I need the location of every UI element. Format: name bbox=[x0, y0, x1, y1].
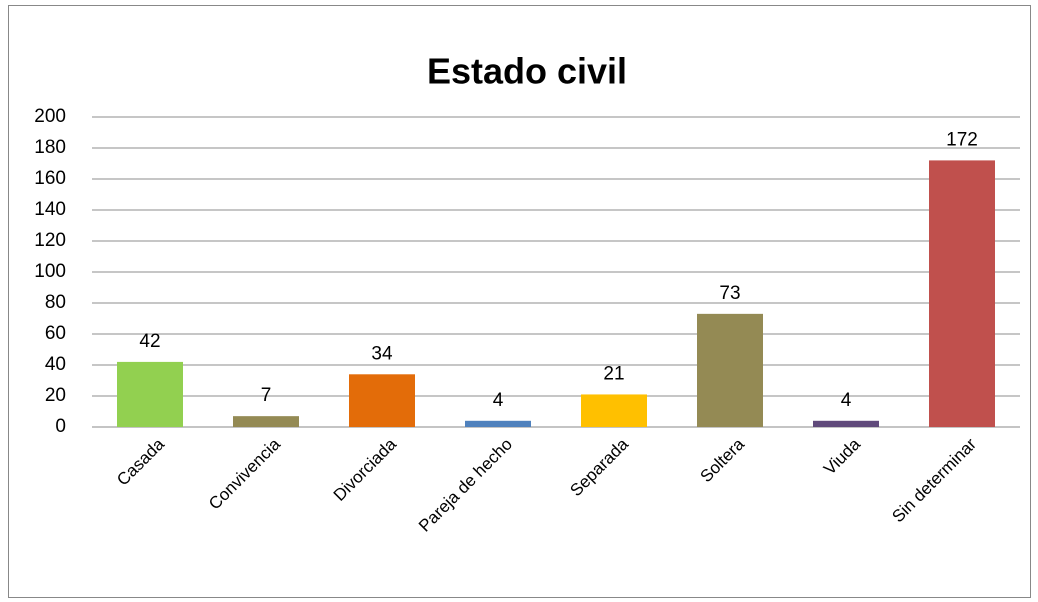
data-label: 34 bbox=[371, 343, 393, 364]
y-tick-label: 40 bbox=[45, 354, 66, 375]
y-tick-label: 160 bbox=[34, 168, 66, 189]
bar bbox=[233, 416, 299, 427]
y-tick-label: 20 bbox=[45, 385, 66, 406]
y-tick-label: 0 bbox=[55, 416, 66, 437]
bar bbox=[349, 374, 415, 427]
bar bbox=[117, 361, 183, 427]
y-tick-label: 180 bbox=[34, 137, 66, 158]
bar bbox=[697, 313, 763, 427]
data-label: 42 bbox=[139, 331, 160, 352]
y-tick-label: 80 bbox=[45, 292, 66, 313]
y-tick-label: 140 bbox=[34, 199, 66, 220]
chart-title: Estado civil bbox=[427, 51, 627, 92]
y-tick-label: 120 bbox=[34, 230, 66, 251]
data-label: 21 bbox=[603, 363, 624, 384]
data-label: 7 bbox=[261, 385, 272, 406]
bar bbox=[465, 420, 531, 427]
bar bbox=[929, 160, 995, 427]
y-tick-label: 60 bbox=[45, 323, 66, 344]
data-label: 4 bbox=[841, 390, 852, 411]
bar bbox=[581, 394, 647, 427]
data-label: 172 bbox=[946, 129, 978, 150]
y-tick-label: 100 bbox=[34, 261, 66, 282]
bar bbox=[813, 420, 879, 427]
data-label: 4 bbox=[493, 390, 504, 411]
chart-border bbox=[8, 5, 1031, 598]
data-label: 73 bbox=[719, 283, 740, 304]
y-tick-label: 200 bbox=[34, 106, 66, 127]
